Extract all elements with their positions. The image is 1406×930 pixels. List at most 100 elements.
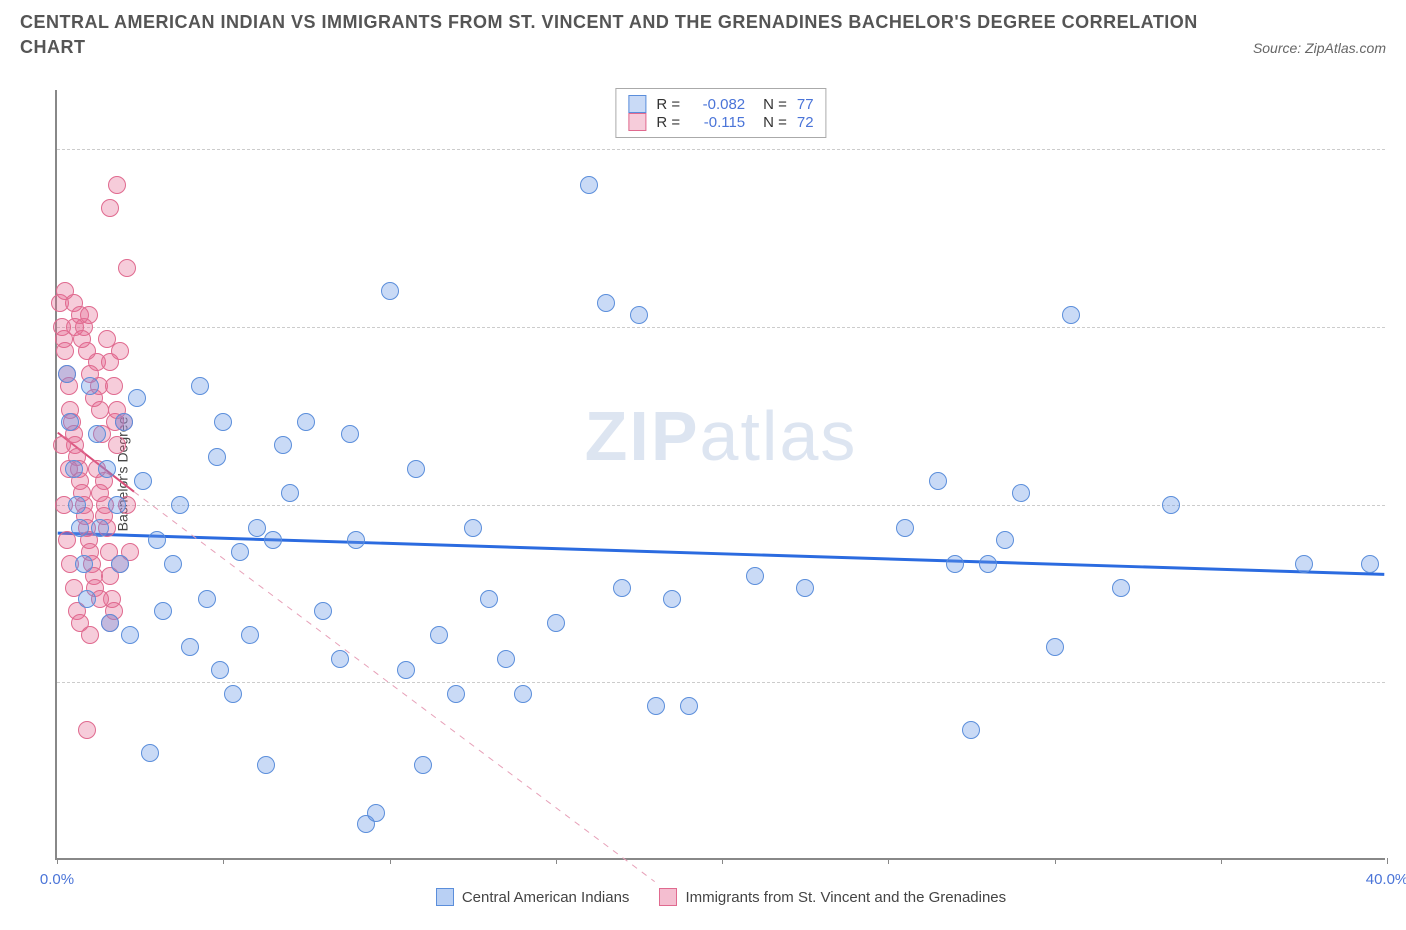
legend-label: Central American Indians — [462, 889, 630, 906]
x-tick-mark — [1387, 858, 1388, 864]
correlation-legend: R = -0.082 N = 77R =-0.115N =72 — [615, 88, 826, 138]
n-label: N = — [763, 96, 787, 113]
data-point — [314, 602, 332, 620]
data-point — [98, 460, 116, 478]
data-point — [91, 519, 109, 537]
data-point — [68, 496, 86, 514]
data-point — [121, 626, 139, 644]
data-point — [108, 496, 126, 514]
data-point — [58, 365, 76, 383]
r-label: R = — [656, 114, 680, 131]
data-point — [1046, 638, 1064, 656]
data-point — [141, 744, 159, 762]
data-point — [497, 650, 515, 668]
data-point — [108, 176, 126, 194]
data-point — [80, 306, 98, 324]
r-value: -0.082 — [690, 96, 745, 113]
data-point — [347, 531, 365, 549]
gridline — [57, 505, 1385, 506]
data-point — [241, 626, 259, 644]
y-tick-label: 60.0% — [1397, 141, 1406, 158]
data-point — [134, 472, 152, 490]
data-point — [148, 531, 166, 549]
data-point — [514, 685, 532, 703]
data-point — [105, 377, 123, 395]
legend-label: Immigrants from St. Vincent and the Gren… — [685, 889, 1006, 906]
legend-swatch — [628, 113, 646, 131]
data-point — [680, 697, 698, 715]
y-tick-label: 45.0% — [1397, 318, 1406, 335]
data-point — [274, 436, 292, 454]
gridline — [57, 327, 1385, 328]
data-point — [88, 425, 106, 443]
legend-item: Central American Indians — [436, 888, 630, 906]
data-point — [796, 579, 814, 597]
legend-row: R =-0.115N =72 — [628, 113, 813, 131]
legend-swatch — [628, 95, 646, 113]
data-point — [101, 614, 119, 632]
data-point — [464, 519, 482, 537]
data-point — [1361, 555, 1379, 573]
data-point — [613, 579, 631, 597]
data-point — [264, 531, 282, 549]
data-point — [746, 567, 764, 585]
x-tick-label: 40.0% — [1366, 871, 1406, 888]
data-point — [53, 436, 71, 454]
x-tick-mark — [556, 858, 557, 864]
x-tick-mark — [722, 858, 723, 864]
data-point — [946, 555, 964, 573]
data-point — [929, 472, 947, 490]
legend-row: R = -0.082 N = 77 — [628, 95, 813, 113]
data-point — [281, 484, 299, 502]
data-point — [115, 413, 133, 431]
trend-line — [134, 492, 655, 882]
data-point — [663, 590, 681, 608]
data-point — [397, 661, 415, 679]
trend-line — [58, 533, 1385, 574]
data-point — [91, 484, 109, 502]
y-tick-label: 30.0% — [1397, 496, 1406, 513]
data-point — [111, 342, 129, 360]
x-tick-mark — [390, 858, 391, 864]
data-point — [414, 756, 432, 774]
data-point — [73, 330, 91, 348]
x-tick-mark — [888, 858, 889, 864]
data-point — [191, 377, 209, 395]
n-label: N = — [763, 114, 787, 131]
series-legend: Central American Indians Immigrants from … — [57, 888, 1385, 906]
data-point — [430, 626, 448, 644]
data-point — [81, 377, 99, 395]
x-tick-mark — [1055, 858, 1056, 864]
data-point — [108, 436, 126, 454]
data-point — [341, 425, 359, 443]
data-point — [1295, 555, 1313, 573]
data-point — [118, 259, 136, 277]
chart-title: CENTRAL AMERICAN INDIAN VS IMMIGRANTS FR… — [20, 10, 1206, 60]
legend-swatch — [436, 888, 454, 906]
legend-swatch — [659, 888, 677, 906]
data-point — [81, 626, 99, 644]
data-point — [211, 661, 229, 679]
n-value: 77 — [797, 96, 814, 113]
r-label: R = — [656, 96, 680, 113]
data-point — [407, 460, 425, 478]
data-point — [154, 602, 172, 620]
data-point — [75, 555, 93, 573]
data-point — [447, 685, 465, 703]
data-point — [164, 555, 182, 573]
data-point — [547, 614, 565, 632]
data-point — [480, 590, 498, 608]
data-point — [979, 555, 997, 573]
data-point — [78, 590, 96, 608]
data-point — [257, 756, 275, 774]
y-axis-label: Bachelor's Degree — [114, 417, 130, 532]
data-point — [208, 448, 226, 466]
data-point — [65, 460, 83, 478]
data-point — [962, 721, 980, 739]
x-tick-label: 0.0% — [40, 871, 74, 888]
data-point — [597, 294, 615, 312]
data-point — [56, 342, 74, 360]
source-attribution: Source: ZipAtlas.com — [1253, 40, 1386, 56]
data-point — [297, 413, 315, 431]
data-point — [171, 496, 189, 514]
